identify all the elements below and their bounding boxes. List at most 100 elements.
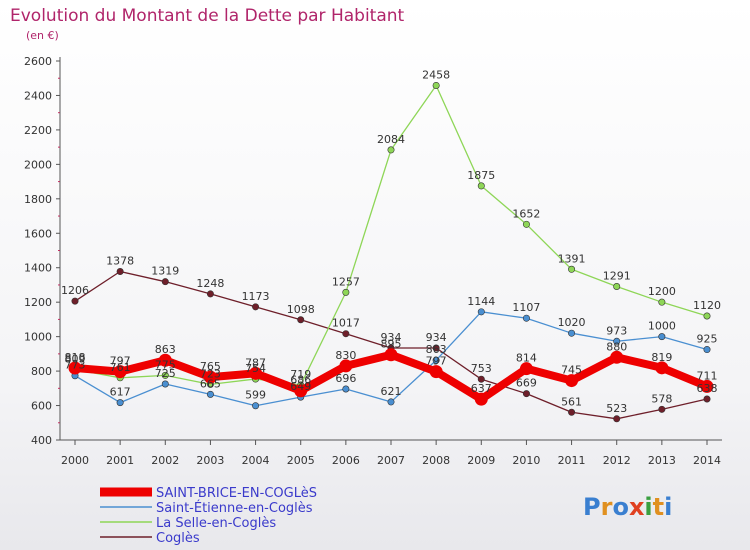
legend-label: Saint-Étienne-en-Coglès <box>156 500 313 516</box>
data-point <box>158 353 172 367</box>
y-tick-label: 2000 <box>24 158 52 171</box>
data-label: 880 <box>606 340 627 353</box>
data-point <box>71 297 79 305</box>
data-point <box>429 365 443 379</box>
data-label: 1206 <box>61 284 89 297</box>
y-tick-label: 1400 <box>24 262 52 275</box>
y-tick-label: 1800 <box>24 193 52 206</box>
x-tick-label: 2003 <box>196 454 224 467</box>
data-point <box>610 350 624 364</box>
data-point <box>565 374 579 388</box>
data-point <box>613 415 621 423</box>
data-point <box>252 402 260 410</box>
data-label: 617 <box>110 386 131 399</box>
axes: 400 600 800 1000 1200 1400 1600 1800 2000 2200 240… <box>24 55 722 467</box>
data-label: 1017 <box>332 317 360 330</box>
data-point <box>342 330 350 338</box>
series-saint-brice-en-cogl-s <box>68 348 714 406</box>
data-label: 863 <box>155 343 176 356</box>
data-point <box>568 265 576 273</box>
data-label: 1875 <box>467 169 495 182</box>
data-label: 637 <box>471 382 492 395</box>
data-point <box>522 220 530 228</box>
data-point <box>700 379 714 393</box>
y-tick-label: 800 <box>31 365 52 378</box>
data-point <box>568 408 576 416</box>
data-point <box>477 308 485 316</box>
data-point <box>294 384 308 398</box>
data-label: 1257 <box>332 275 360 288</box>
data-point <box>387 398 395 406</box>
data-label: 934 <box>426 331 447 344</box>
x-tick-label: 2005 <box>287 454 315 467</box>
data-point <box>249 366 263 380</box>
data-label: 1020 <box>558 316 586 329</box>
chart-title: Evolution du Montant de la Dette par Hab… <box>10 6 405 26</box>
data-label: 819 <box>651 351 672 364</box>
data-label: 719 <box>290 368 311 381</box>
data-label: 561 <box>561 395 582 408</box>
data-label: 2458 <box>422 68 450 81</box>
logo-text: Proxiti <box>583 493 672 521</box>
data-label: 934 <box>381 331 402 344</box>
data-labels: 1206 1378 1319 1248 1173 1098 1017 934 934 753 669… <box>61 68 721 414</box>
series-cogl-s <box>71 268 711 423</box>
data-point <box>342 385 350 393</box>
data-label: 523 <box>606 402 627 415</box>
data-point <box>116 399 124 407</box>
data-label: 1391 <box>558 252 586 265</box>
data-label: 818 <box>65 351 86 364</box>
data-label: 773 <box>65 359 86 372</box>
x-tick-label: 2014 <box>693 454 721 467</box>
data-label: 1291 <box>603 270 631 283</box>
data-label: 775 <box>155 358 176 371</box>
data-label: 725 <box>155 367 176 380</box>
data-label: 1144 <box>467 295 495 308</box>
data-point <box>703 312 711 320</box>
data-label: 754 <box>245 362 266 375</box>
x-tick-label: 2013 <box>648 454 676 467</box>
data-label: 814 <box>516 352 537 365</box>
data-point <box>384 348 398 362</box>
data-label: 787 <box>245 356 266 369</box>
data-point <box>703 346 711 354</box>
data-point <box>116 268 124 276</box>
data-label: 925 <box>697 333 718 346</box>
data-label: 745 <box>561 364 582 377</box>
data-label: 895 <box>381 338 402 351</box>
data-point <box>339 359 353 373</box>
x-tick-label: 2000 <box>61 454 89 467</box>
data-point <box>613 283 621 291</box>
data-point <box>522 390 530 398</box>
data-point <box>387 146 395 154</box>
y-tick-label: 1000 <box>24 331 52 344</box>
x-tick-label: 2009 <box>467 454 495 467</box>
data-point <box>161 371 169 379</box>
data-label: 1098 <box>287 303 315 316</box>
data-point <box>432 81 440 89</box>
data-point <box>68 361 82 375</box>
data-label: 797 <box>426 355 447 368</box>
chart-subtitle: (en €) <box>26 29 59 42</box>
data-point <box>161 278 169 286</box>
data-point <box>252 303 260 311</box>
data-label: 599 <box>245 389 266 402</box>
data-label: 723 <box>200 367 221 380</box>
x-tick-label: 2006 <box>332 454 360 467</box>
data-point <box>161 380 169 388</box>
x-tick-label: 2002 <box>151 454 179 467</box>
data-point <box>206 290 214 298</box>
data-label: 973 <box>606 324 627 337</box>
data-label: 863 <box>426 343 447 356</box>
data-label: 711 <box>697 369 718 382</box>
data-point <box>113 365 127 379</box>
data-label: 696 <box>335 372 356 385</box>
series-layer <box>68 81 714 423</box>
data-point <box>203 370 217 384</box>
data-point <box>519 362 533 376</box>
data-label: 1319 <box>151 265 179 278</box>
data-point <box>477 182 485 190</box>
data-point <box>474 392 488 406</box>
x-tick-label: 2008 <box>422 454 450 467</box>
x-tick-label: 2001 <box>106 454 134 467</box>
